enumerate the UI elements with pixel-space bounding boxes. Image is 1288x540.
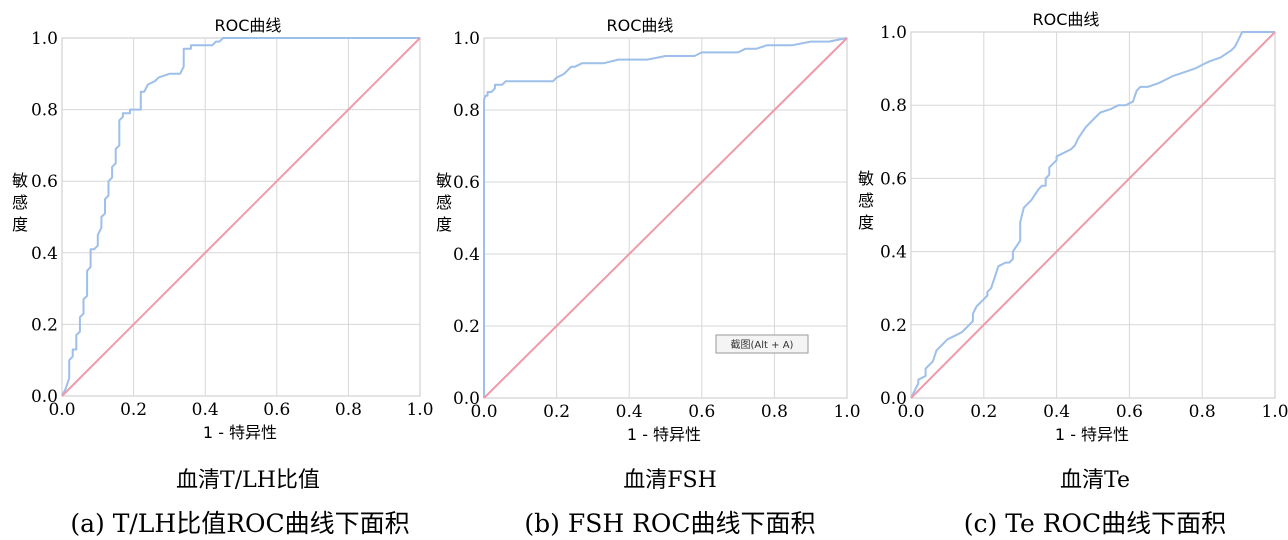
roc-charts-figure: 0.0 0.2 0.4 0.6 0.8 1.0 0.0 0.2 0.4 0.6 0.8 1.0 ROC曲…	[12, 10, 1288, 444]
chart-1-x-tick-label: 0.2	[120, 400, 147, 420]
chart-1-roc-curve-line	[61, 37, 420, 397]
chart-2-y-tick-label: 0.2	[453, 317, 480, 337]
caption-c: (c) Te ROC曲线下面积	[963, 509, 1227, 538]
chart-2-y-axis-label-char: 敏	[436, 171, 452, 190]
chart-1-y-tick-label: 0.2	[31, 315, 58, 335]
subtitle-b: 血清FSH	[623, 468, 717, 493]
chart-1-title: ROC曲线	[215, 16, 282, 35]
caption-a: (a) T/LH比值ROC曲线下面积	[70, 509, 410, 538]
chart-1-y-tick-label: 1.0	[31, 29, 58, 49]
chart-2-x-tick-label: 0.0	[470, 402, 497, 422]
chart-2-x-tick-label: 0.6	[688, 402, 715, 422]
chart-3-y-axis-label-char: 敏	[858, 169, 874, 188]
chart-2-y-tick-label: 0.6	[453, 173, 480, 193]
chart-1-y-axis-label-char: 敏	[12, 171, 28, 190]
chart-1-x-tick-label: 0.8	[335, 400, 362, 420]
chart-3-x-tick-label: 0.4	[1043, 402, 1070, 422]
chart-3-y-tick-label: 0.4	[880, 243, 907, 263]
caption-b: (b) FSH ROC曲线下面积	[524, 509, 816, 538]
chart-1-y-axis-label-char: 度	[12, 215, 28, 234]
chart-1-y-tick-label: 0.8	[31, 101, 58, 121]
chart-3-x-tick-label: 0.8	[1189, 402, 1216, 422]
chart-2-y-tick-label: 1.0	[453, 29, 480, 49]
chart-2-y-tick-label: 0.8	[453, 101, 480, 121]
chart-2-reference-diagonal-line	[483, 37, 848, 399]
chart-1-y-axis-label-char: 感	[12, 193, 28, 212]
subtitle-a: 血清T/LH比值	[176, 468, 320, 493]
chart-2-roc-curve-line	[483, 37, 848, 398]
chart-1-y-tick-label: 0.4	[31, 244, 58, 264]
chart-3-x-axis-label: 1 - 特异性	[1055, 425, 1129, 444]
chart-1-x-tick-label: 0.6	[263, 400, 290, 420]
chart-2-x-tick-label: 0.8	[761, 402, 788, 422]
subtitle-c: 血清Te	[1060, 468, 1130, 493]
chart-1-x-tick-label: 0.0	[48, 400, 75, 420]
chart-2-tooltip-text: 截图(Alt + A)	[731, 338, 794, 351]
chart-2-x-tick-label: 1.0	[833, 402, 860, 422]
chart-3-y-tick-label: 0.8	[880, 96, 907, 116]
chart-2-tooltip-box	[715, 334, 809, 354]
chart-3-title: ROC曲线	[1033, 10, 1100, 29]
chart-1-y-tick-label: 0.0	[31, 387, 58, 407]
chart-1-y-tick-label: 0.6	[31, 172, 58, 192]
chart-2-y-axis-label-char: 度	[436, 215, 452, 234]
chart-3-y-tick-label: 1.0	[880, 23, 907, 43]
chart-2-title: ROC曲线	[607, 16, 674, 35]
chart-1-x-tick-label: 0.4	[192, 400, 219, 420]
chart-3-x-tick-label: 1.0	[1261, 402, 1288, 422]
chart-3-x-tick-label: 0.6	[1116, 402, 1143, 422]
chart-3-x-tick-label: 0.0	[897, 402, 924, 422]
chart-1-reference-diagonal-line	[61, 37, 421, 397]
chart-3-reference-diagonal-line	[910, 31, 1276, 399]
chart-2-y-tick-label: 0.4	[453, 245, 480, 265]
chart-2-x-axis-label: 1 - 特异性	[627, 425, 701, 444]
chart-3-roc-curve-line	[910, 31, 1275, 399]
chart-3-y-tick-label: 0.2	[880, 316, 907, 336]
chart-3-y-tick-label: 0.0	[880, 389, 907, 409]
chart-2-y-axis-label-char: 感	[436, 193, 452, 212]
chart-3-x-tick-label: 0.2	[970, 402, 997, 422]
chart-1-x-tick-label: 1.0	[406, 400, 433, 420]
chart-2-x-tick-label: 0.2	[543, 402, 570, 422]
chart-3-y-tick-label: 0.6	[880, 169, 907, 189]
chart-1-x-axis-label: 1 - 特异性	[203, 423, 277, 442]
chart-3-y-axis-label-char: 度	[858, 213, 874, 232]
chart-2-y-tick-label: 0.0	[453, 389, 480, 409]
chart-2-x-tick-label: 0.4	[616, 402, 643, 422]
chart-3-y-axis-label-char: 感	[858, 191, 874, 210]
